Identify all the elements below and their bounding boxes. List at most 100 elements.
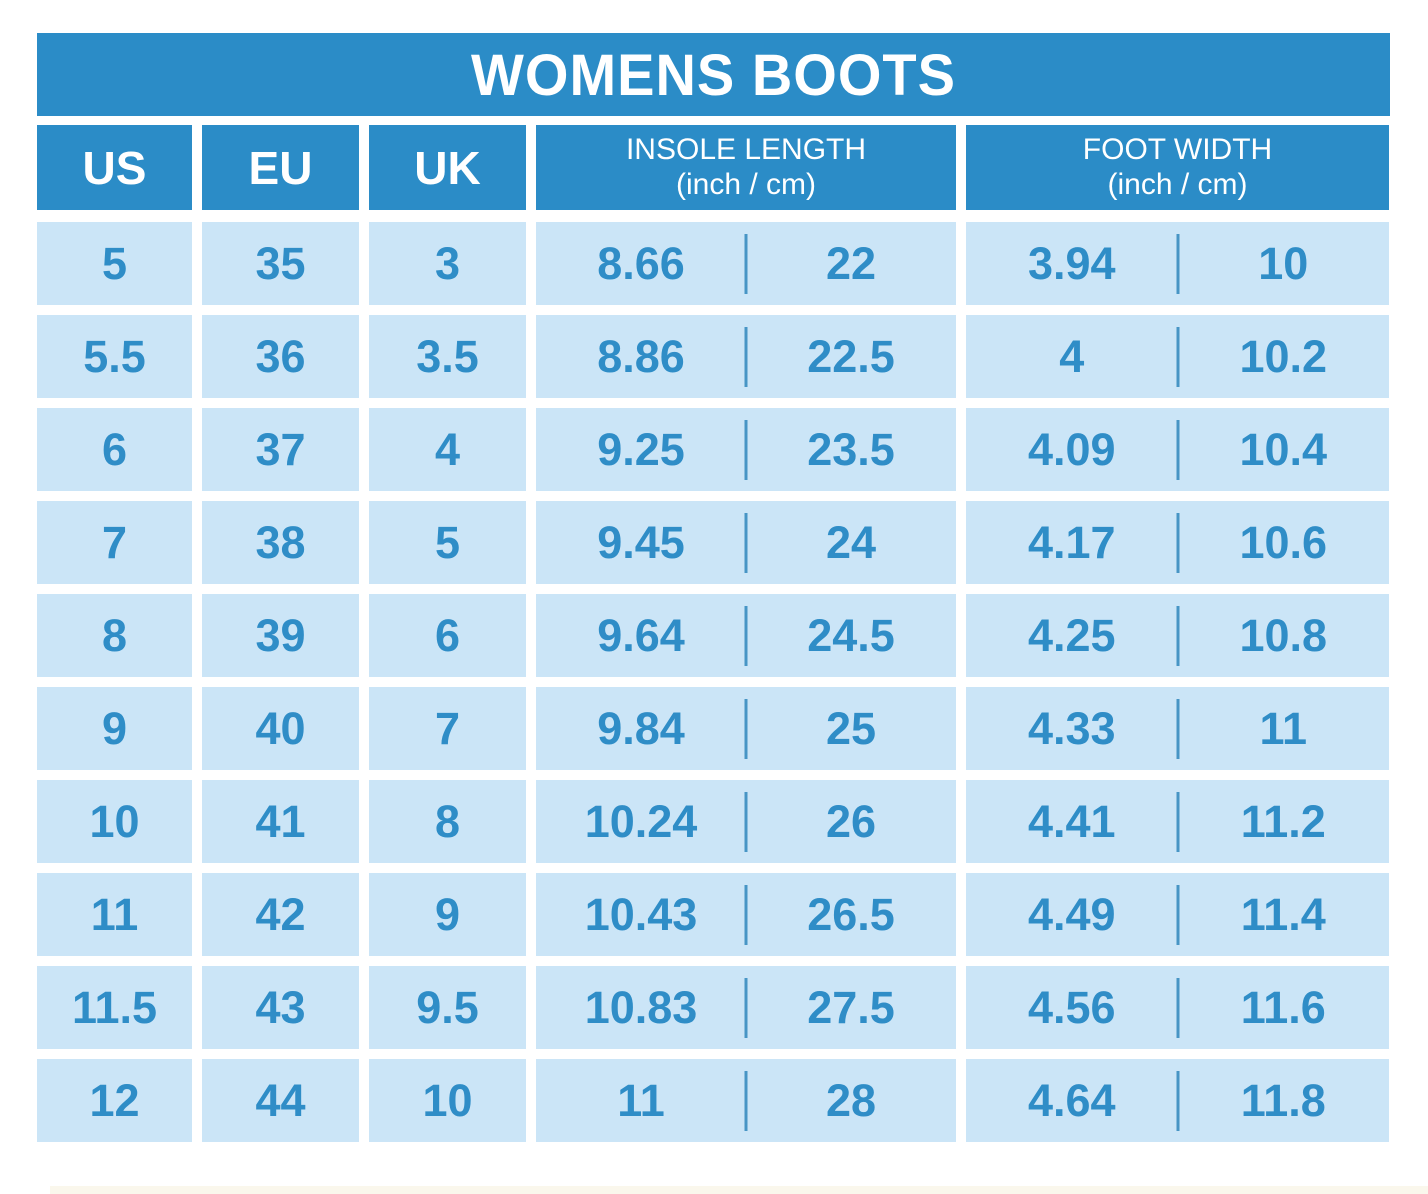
uk-size-cell: 10 <box>369 1059 526 1142</box>
uk-size-cell: 9 <box>369 873 526 956</box>
table-row: 6 37 4 9.25 23.5 4.09 10.4 <box>37 408 1390 491</box>
foot-width-cm-value: 11.4 <box>1240 888 1326 940</box>
foot-width-cell: 4.17 10.6 <box>966 501 1389 584</box>
foot-width-inch-value: 4.33 <box>1027 702 1116 754</box>
insole-inch-value: 8.86 <box>597 330 685 382</box>
next-section-edge <box>50 1186 1428 1194</box>
header-cell-insole-length: INSOLE LENGTH (inch / cm) <box>536 125 956 210</box>
us-size-cell: 6 <box>37 408 192 491</box>
insole-length-cell: 8.66 22 <box>536 222 956 305</box>
foot-width-inch-value: 3.94 <box>1027 237 1116 289</box>
foot-width-cm-value: 11.6 <box>1240 981 1326 1033</box>
header-row: US EU UK INSOLE LENGTH (inch / cm) FOOT … <box>37 125 1390 210</box>
divider-line <box>1176 326 1179 387</box>
foot-width-units-label: (inch / cm) <box>1107 167 1248 201</box>
foot-width-inch-value: 4.25 <box>1027 609 1116 661</box>
us-size-cell: 10 <box>37 780 192 863</box>
divider-line <box>744 326 748 387</box>
insole-length-cell: 8.86 22.5 <box>536 315 956 398</box>
insole-length-cell: 9.25 23.5 <box>536 408 956 491</box>
size-chart: WOMENS BOOTS US EU UK INSOLE LENGTH (inc… <box>37 33 1390 1152</box>
divider-line <box>1176 233 1179 294</box>
eu-size-cell: 40 <box>202 687 359 770</box>
table-row: 5.5 36 3.5 8.86 22.5 4 10.2 <box>37 315 1390 398</box>
foot-width-cm-value: 10.8 <box>1239 609 1328 661</box>
insole-length-cell: 10.24 26 <box>536 780 956 863</box>
insole-length-units-label: (inch / cm) <box>675 167 816 201</box>
table-row: 5 35 3 8.66 22 3.94 10 <box>37 222 1390 305</box>
insole-cm-value: 26 <box>825 795 877 847</box>
eu-size-cell: 37 <box>202 408 359 491</box>
divider-line <box>744 233 748 294</box>
uk-size-cell: 7 <box>369 687 526 770</box>
foot-width-cell: 3.94 10 <box>966 222 1389 305</box>
header-cell-us: US <box>37 125 192 210</box>
insole-inch-value: 9.45 <box>597 516 685 568</box>
divider-line <box>1176 698 1179 759</box>
insole-inch-value: 9.25 <box>597 423 685 475</box>
foot-width-inch-value: 4.17 <box>1027 516 1116 568</box>
divider-line <box>1176 791 1179 852</box>
divider-line <box>744 884 748 945</box>
divider-line <box>744 605 748 666</box>
table-row: 12 44 10 11 28 4.64 11.8 <box>37 1059 1390 1142</box>
foot-width-cm-value: 10 <box>1258 237 1309 289</box>
us-size-cell: 5.5 <box>37 315 192 398</box>
uk-size-cell: 3 <box>369 222 526 305</box>
divider-line <box>1176 884 1179 945</box>
table-row: 7 38 5 9.45 24 4.17 10.6 <box>37 501 1390 584</box>
foot-width-cell: 4.09 10.4 <box>966 408 1389 491</box>
eu-size-cell: 38 <box>202 501 359 584</box>
foot-width-cell: 4.33 11 <box>966 687 1389 770</box>
eu-size-cell: 35 <box>202 222 359 305</box>
insole-length-cell: 9.45 24 <box>536 501 956 584</box>
divider-line <box>1176 605 1179 666</box>
uk-size-cell: 4 <box>369 408 526 491</box>
foot-width-inch-value: 4.41 <box>1027 795 1116 847</box>
chart-title: WOMENS BOOTS <box>471 41 956 108</box>
foot-width-cell: 4.56 11.6 <box>966 966 1389 1049</box>
divider-line <box>1176 1070 1179 1131</box>
us-size-cell: 11 <box>37 873 192 956</box>
insole-inch-value: 10.24 <box>584 795 698 847</box>
table-row: 9 40 7 9.84 25 4.33 11 <box>37 687 1390 770</box>
insole-length-cell: 10.43 26.5 <box>536 873 956 956</box>
divider-line <box>1176 419 1179 480</box>
eu-size-cell: 36 <box>202 315 359 398</box>
us-size-cell: 5 <box>37 222 192 305</box>
insole-cm-value: 24 <box>825 516 877 568</box>
table-row: 11 42 9 10.43 26.5 4.49 11.4 <box>37 873 1390 956</box>
eu-size-cell: 41 <box>202 780 359 863</box>
us-size-cell: 8 <box>37 594 192 677</box>
insole-cm-value: 22 <box>825 237 877 289</box>
uk-size-cell: 8 <box>369 780 526 863</box>
table-row: 10 41 8 10.24 26 4.41 11.2 <box>37 780 1390 863</box>
foot-width-cell: 4.25 10.8 <box>966 594 1389 677</box>
chart-title-bar: WOMENS BOOTS <box>37 33 1390 116</box>
insole-cm-value: 27.5 <box>807 981 895 1033</box>
divider-line <box>744 419 748 480</box>
insole-length-cell: 9.64 24.5 <box>536 594 956 677</box>
header-cell-eu: EU <box>202 125 359 210</box>
foot-width-cm-value: 11 <box>1259 702 1308 754</box>
foot-width-cell: 4.41 11.2 <box>966 780 1389 863</box>
us-size-cell: 9 <box>37 687 192 770</box>
foot-width-cm-value: 10.6 <box>1239 516 1328 568</box>
insole-inch-value: 10.43 <box>584 888 698 940</box>
foot-width-cm-value: 11.8 <box>1240 1074 1326 1126</box>
divider-line <box>1176 977 1179 1038</box>
eu-size-cell: 43 <box>202 966 359 1049</box>
divider-line <box>744 698 748 759</box>
foot-width-cell: 4.49 11.4 <box>966 873 1389 956</box>
foot-width-inch-value: 4.49 <box>1027 888 1116 940</box>
header-cell-foot-width: FOOT WIDTH (inch / cm) <box>966 125 1389 210</box>
table-row: 8 39 6 9.64 24.5 4.25 10.8 <box>37 594 1390 677</box>
insole-inch-value: 9.84 <box>597 702 685 754</box>
us-size-cell: 7 <box>37 501 192 584</box>
insole-inch-value: 10.83 <box>584 981 698 1033</box>
eu-size-cell: 44 <box>202 1059 359 1142</box>
foot-width-label: FOOT WIDTH <box>1082 133 1273 166</box>
foot-width-inch-value: 4.64 <box>1027 1074 1116 1126</box>
insole-inch-value: 11 <box>617 1074 665 1126</box>
foot-width-cm-value: 10.4 <box>1239 423 1328 475</box>
